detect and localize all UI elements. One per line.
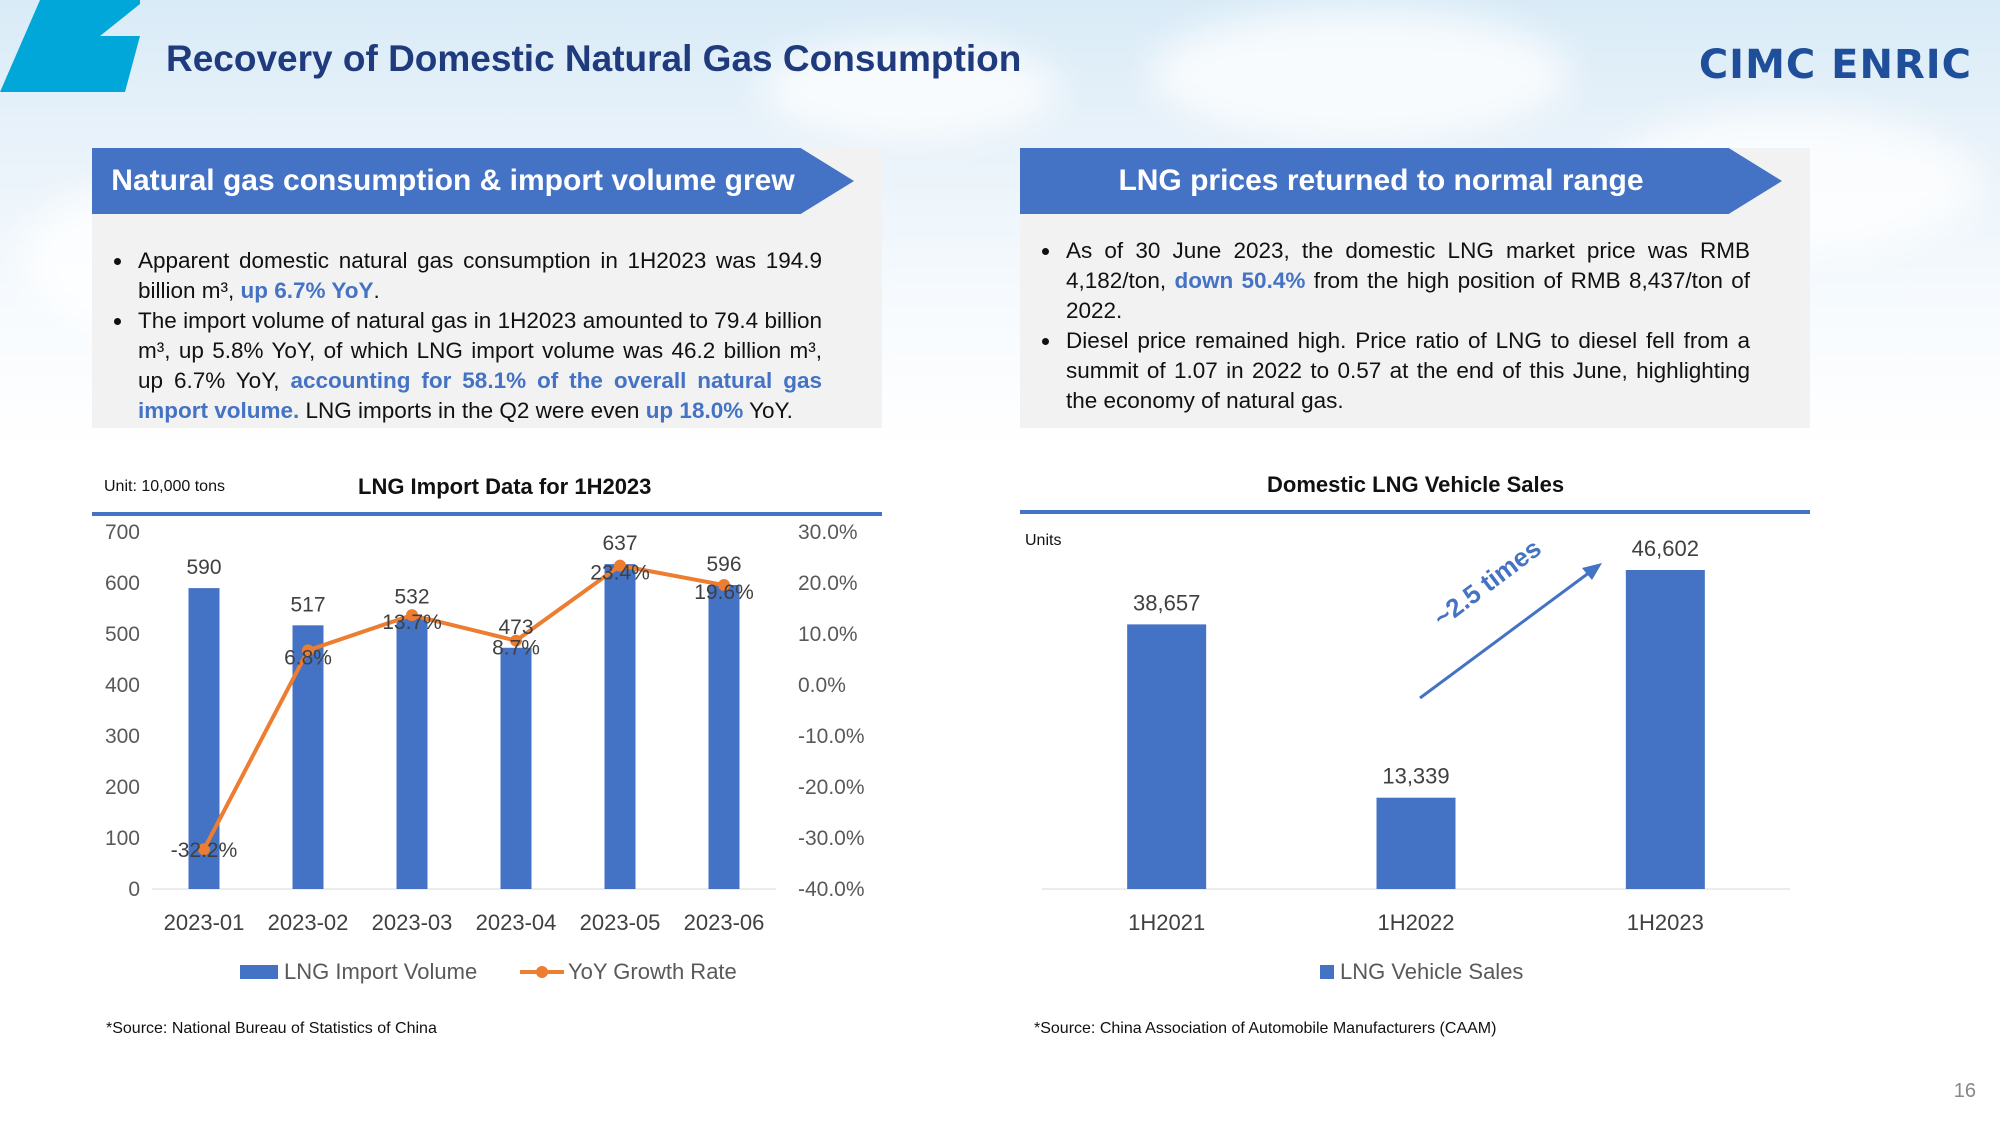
right-axis-tick: -30.0% [798, 827, 865, 850]
right-axis-tick: 20.0% [798, 572, 858, 595]
cloud-decoration [760, 40, 1060, 140]
left-chart-unit-note: Unit: 10,000 tons [104, 478, 225, 495]
vehicle-sales-bar [1625, 570, 1705, 889]
legend-bar-swatch [240, 965, 278, 979]
right-bullets: As of 30 June 2023, the domestic LNG mar… [1034, 236, 1750, 416]
right-axis-tick: 0.0% [798, 674, 846, 697]
page-number: 16 [1953, 1080, 1976, 1102]
yoy-growth-line [202, 563, 725, 851]
import-volume-label: 596 [706, 553, 741, 576]
import-volume-bar [604, 564, 636, 889]
left-bullets: Apparent domestic natural gas consumptio… [106, 246, 822, 426]
legend-line-marker [536, 966, 548, 978]
legend-line-label: YoY Growth Rate [568, 959, 737, 984]
import-volume-label: 517 [290, 593, 325, 616]
left-axis-tick: 200 [105, 776, 140, 799]
right-axis-tick: 10.0% [798, 623, 858, 646]
import-volume-bar [396, 617, 428, 889]
left-axis-tick: 100 [105, 827, 140, 850]
vehicle-sales-label: 13,339 [1382, 764, 1449, 789]
right-panel-banner: LNG prices returned to normal range [1020, 148, 1782, 214]
category-label: 2023-06 [684, 910, 765, 935]
left-axis-tick: 300 [105, 725, 140, 748]
import-volume-bar [188, 588, 220, 889]
lng-import-chart: 0 100 200 300 400 500 600 700 -40.0% -30.0% -20.0%… [105, 521, 865, 984]
left-chart-title: LNG Import Data for 1H2023 [358, 474, 652, 499]
category-label: 1H2023 [1627, 910, 1704, 935]
legend-label: LNG Vehicle Sales [1340, 959, 1523, 984]
left-axis-tick: 500 [105, 623, 140, 646]
yoy-growth-label: 23.4% [590, 562, 650, 585]
category-label: 2023-01 [164, 910, 245, 935]
left-axis-tick: 600 [105, 572, 140, 595]
yoy-growth-point [302, 644, 314, 657]
corner-accent [0, 0, 140, 92]
right-chart-top-rule [1020, 510, 1810, 514]
import-volume-label: 590 [186, 556, 221, 579]
yoy-growth-point [406, 609, 418, 622]
growth-arrowhead [1582, 563, 1602, 580]
legend-swatch [1320, 965, 1334, 979]
vehicle-sales-bar [1376, 797, 1456, 889]
yoy-growth-label: 6.8% [284, 646, 332, 669]
import-volume-label: 532 [394, 586, 429, 609]
yoy-growth-label: 19.6% [694, 581, 754, 604]
right-axis-tick: -20.0% [798, 776, 865, 799]
left-bullet-2: The import volume of natural gas in 1H20… [134, 306, 822, 426]
yoy-growth-label: 8.7% [492, 637, 540, 660]
right-chart-source: *Source: China Association of Automobile… [1034, 1020, 1497, 1037]
import-volume-label: 473 [498, 616, 533, 639]
vehicle-sales-label: 46,602 [1632, 536, 1699, 561]
import-volume-label: 637 [602, 532, 637, 555]
legend-bar-label: LNG Import Volume [284, 959, 477, 984]
yoy-growth-point [614, 559, 626, 572]
category-label: 2023-05 [580, 910, 661, 935]
right-chart-unit-note: Units [1025, 532, 1062, 549]
category-label: 2023-03 [372, 910, 453, 935]
company-logo: CIMC ENRIC [1698, 42, 1972, 88]
yoy-growth-point [510, 634, 522, 647]
import-volume-bar [708, 585, 740, 889]
slide-title: Recovery of Domestic Natural Gas Consump… [166, 38, 1022, 79]
left-axis-tick: 700 [105, 521, 140, 544]
right-axis-tick: 30.0% [798, 521, 858, 544]
yoy-growth-point [718, 579, 730, 592]
yoy-growth-point [198, 843, 210, 856]
right-chart-title: Domestic LNG Vehicle Sales [1267, 472, 1565, 497]
category-label: 2023-02 [268, 910, 349, 935]
growth-arrow [1419, 570, 1591, 700]
left-chart-top-rule [92, 512, 882, 516]
right-bullet-1: As of 30 June 2023, the domestic LNG mar… [1062, 236, 1750, 326]
left-panel-banner: Natural gas consumption & import volume … [92, 148, 854, 214]
left-bullet-1: Apparent domestic natural gas consumptio… [134, 246, 822, 306]
left-axis-tick: 400 [105, 674, 140, 697]
yoy-growth-label: -32.2% [171, 839, 238, 862]
yoy-growth-label: 13.7% [382, 611, 442, 634]
right-axis-tick: -10.0% [798, 725, 865, 748]
vehicle-sales-label: 38,657 [1133, 590, 1200, 615]
vehicle-sales-bar [1127, 624, 1207, 889]
right-bullet-2: Diesel price remained high. Price ratio … [1062, 326, 1750, 416]
left-axis-tick: 0 [128, 878, 140, 901]
import-volume-bar [500, 647, 532, 889]
left-chart-source: *Source: National Bureau of Statistics o… [106, 1020, 437, 1037]
category-label: 2023-04 [476, 910, 557, 935]
cloud-decoration [1150, 10, 1570, 140]
right-axis-tick: -40.0% [798, 878, 865, 901]
category-label: 1H2021 [1128, 910, 1205, 935]
category-label: 1H2022 [1377, 910, 1454, 935]
